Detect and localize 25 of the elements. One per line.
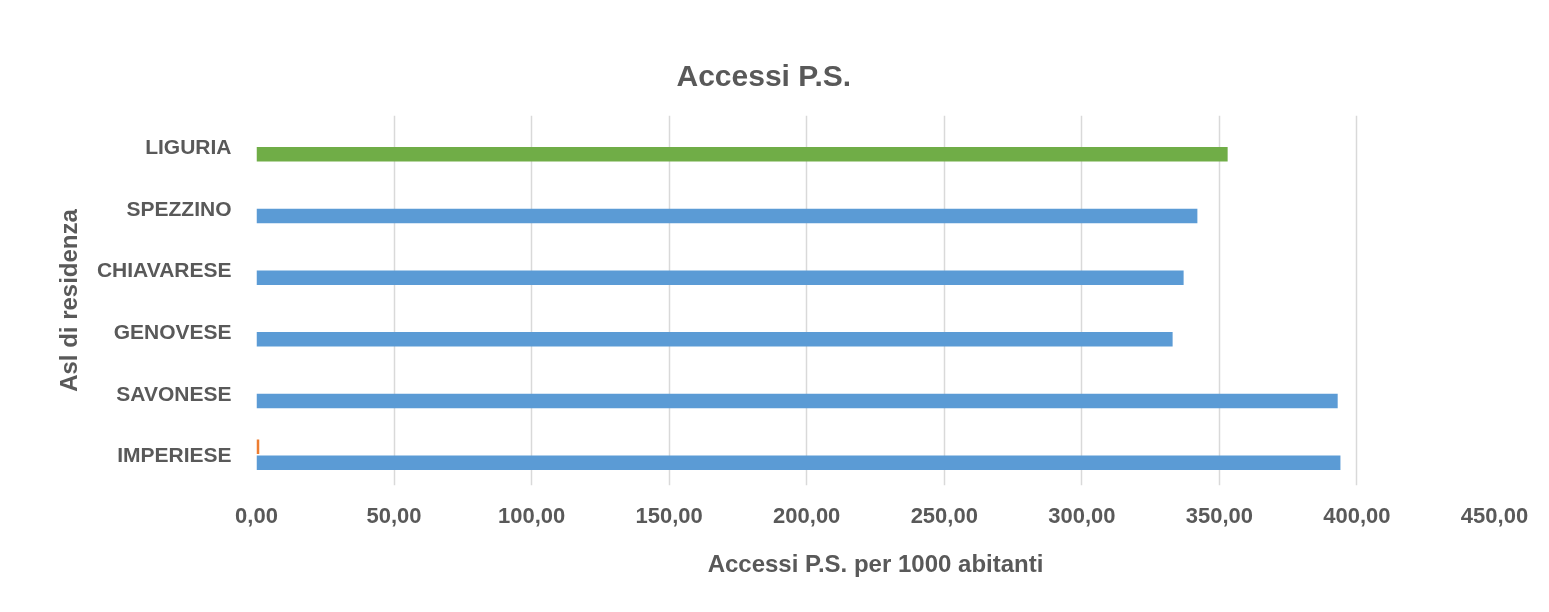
y-axis-title: Asl di residenza [54,208,82,392]
y-tick-label: SAVONESE [116,381,232,405]
bar [256,147,1228,162]
x-tick-label: 450,00 [1460,502,1529,528]
x-tick-label: 300,00 [1048,502,1116,528]
x-tick-label: 150,00 [635,502,703,528]
bar [256,455,1341,470]
bar [256,393,1338,409]
y-tick-label: IMPERIESE [117,443,232,467]
x-tick-label: 400,00 [1323,502,1391,528]
x-tick-label: 50,00 [366,502,422,528]
x-tick-label: 250,00 [910,502,978,528]
chart-title: Accessi P.S. [676,59,852,92]
y-tick-label: LIGURIA [145,134,232,158]
y-tick-label: CHIAVARESE [96,258,232,282]
x-axis-title: Accessi P.S. per 1000 abitanti [707,549,1044,577]
x-tick-label: 200,00 [773,502,841,528]
bar [256,270,1184,285]
y-tick-label: SPEZZINO [126,196,232,220]
x-tick-label: 0,00 [235,502,278,528]
bar [256,332,1173,347]
y-tick-label: GENOVESE [113,319,232,343]
x-tick-label: 350,00 [1185,502,1254,528]
x-tick-label: 100,00 [497,502,566,528]
bar [256,208,1198,224]
